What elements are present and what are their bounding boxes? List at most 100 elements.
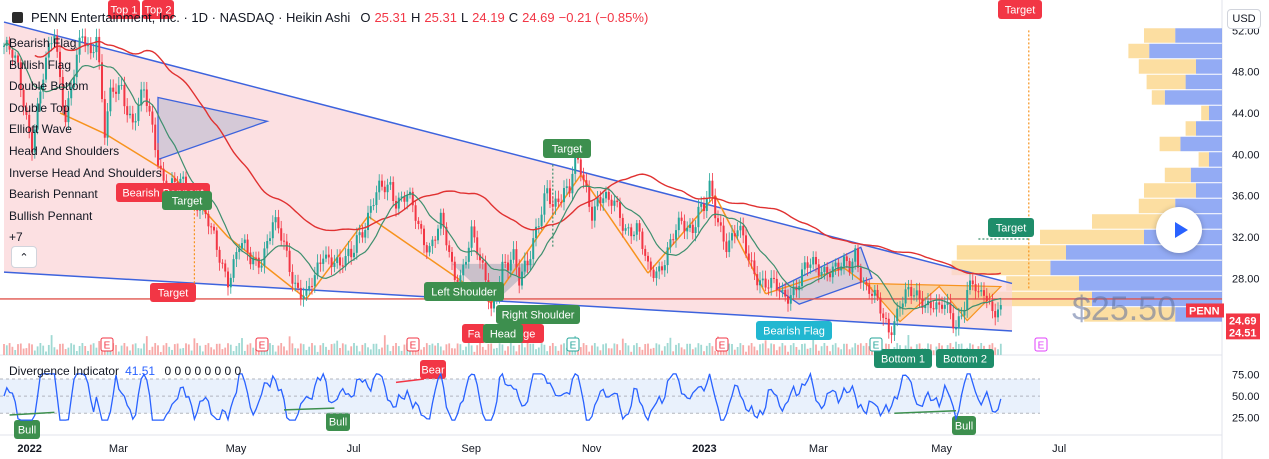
candle-body[interactable] (445, 226, 448, 246)
candle-body[interactable] (479, 254, 481, 261)
candle-body[interactable] (896, 308, 899, 322)
candle-body[interactable] (557, 198, 560, 203)
candle-body[interactable] (910, 287, 913, 297)
candle-body[interactable] (313, 275, 316, 287)
candle-body[interactable] (78, 37, 81, 55)
candle-body[interactable] (829, 273, 831, 278)
candle-body[interactable] (327, 254, 330, 258)
legend-item-bearish-pennant[interactable]: Bearish Pennant (9, 187, 98, 202)
candle-body[interactable] (173, 178, 176, 182)
candle-body[interactable] (252, 257, 255, 265)
candle-body[interactable] (991, 301, 994, 312)
candle-body[interactable] (876, 289, 879, 298)
candle-body[interactable] (613, 200, 616, 206)
candle-body[interactable] (837, 262, 840, 271)
candle-body[interactable] (210, 226, 213, 228)
candle-body[interactable] (22, 89, 25, 108)
candle-body[interactable] (462, 264, 465, 276)
candle-body[interactable] (451, 251, 453, 262)
candle-body[interactable] (938, 302, 941, 305)
candle-body[interactable] (983, 290, 985, 296)
candle-body[interactable] (840, 266, 843, 271)
candle-body[interactable] (109, 87, 112, 112)
candle-body[interactable] (801, 269, 803, 287)
candle-body[interactable] (753, 260, 756, 275)
candle-body[interactable] (389, 182, 392, 185)
candle-body[interactable] (885, 317, 887, 319)
candle-body[interactable] (747, 253, 750, 261)
candle-body[interactable] (215, 230, 218, 250)
candle-body[interactable] (81, 36, 84, 38)
candle-body[interactable] (395, 200, 397, 209)
candle-body[interactable] (565, 186, 568, 189)
candle-body[interactable] (560, 202, 563, 204)
candle-body[interactable] (955, 328, 957, 330)
earnings-marker[interactable] (406, 337, 420, 352)
candle-body[interactable] (490, 301, 493, 309)
candle-body[interactable] (123, 84, 126, 107)
candle-body[interactable] (33, 129, 36, 153)
candle-body[interactable] (493, 297, 495, 309)
candle-body[interactable] (28, 114, 31, 133)
candle-body[interactable] (963, 309, 966, 316)
candle-body[interactable] (619, 202, 621, 218)
candle-body[interactable] (87, 45, 89, 47)
candle-body[interactable] (918, 290, 921, 299)
candle-body[interactable] (532, 238, 535, 260)
candle-body[interactable] (537, 226, 540, 228)
candle-body[interactable] (675, 230, 677, 240)
candle-body[interactable] (551, 204, 554, 207)
candle-body[interactable] (319, 262, 322, 264)
candle-body[interactable] (11, 49, 14, 58)
candle-body[interactable] (131, 113, 134, 123)
candle-body[interactable] (59, 51, 61, 77)
candle-body[interactable] (599, 197, 602, 204)
candle-body[interactable] (770, 277, 773, 288)
candle-body[interactable] (862, 281, 865, 283)
candle-body[interactable] (17, 55, 19, 63)
candle-body[interactable] (717, 218, 719, 223)
candle-body[interactable] (949, 302, 952, 314)
candle-body[interactable] (19, 62, 22, 90)
earnings-marker[interactable] (566, 337, 580, 352)
candle-body[interactable] (593, 206, 596, 221)
candle-body[interactable] (582, 174, 585, 181)
candle-body[interactable] (308, 286, 311, 289)
candle-body[interactable] (815, 256, 817, 265)
candle-body[interactable] (579, 159, 582, 175)
candle-body[interactable] (921, 298, 924, 309)
candle-body[interactable] (241, 243, 243, 249)
candle-body[interactable] (969, 280, 971, 291)
candle-body[interactable] (759, 280, 761, 286)
candle-body[interactable] (980, 290, 983, 292)
candle-body[interactable] (787, 296, 789, 304)
candle-body[interactable] (64, 107, 67, 123)
candle-body[interactable] (325, 254, 327, 259)
candle-body[interactable] (333, 263, 336, 267)
candle-body[interactable] (409, 191, 411, 195)
candle-body[interactable] (375, 192, 378, 206)
candle-body[interactable] (893, 321, 896, 336)
candle-body[interactable] (509, 259, 512, 271)
candle-body[interactable] (288, 250, 291, 272)
legend-item-bullish-pennant[interactable]: Bullish Pennant (9, 208, 93, 223)
candle-body[interactable] (467, 247, 470, 262)
candle-body[interactable] (775, 278, 778, 291)
candle-body[interactable] (588, 186, 591, 207)
candle-body[interactable] (213, 226, 215, 231)
candle-body[interactable] (263, 248, 266, 266)
candle-body[interactable] (672, 239, 675, 241)
earnings-marker[interactable] (1034, 337, 1048, 352)
candle-body[interactable] (67, 98, 70, 123)
candle-body[interactable] (952, 313, 955, 329)
candle-body[interactable] (904, 289, 907, 304)
candle-body[interactable] (481, 260, 484, 263)
candle-body[interactable] (742, 225, 745, 236)
candle-body[interactable] (47, 43, 50, 58)
candle-body[interactable] (935, 302, 938, 310)
candle-body[interactable] (929, 300, 932, 309)
candle-body[interactable] (773, 277, 775, 279)
candle-body[interactable] (423, 228, 425, 246)
candle-body[interactable] (546, 188, 549, 194)
candle-body[interactable] (353, 252, 355, 258)
